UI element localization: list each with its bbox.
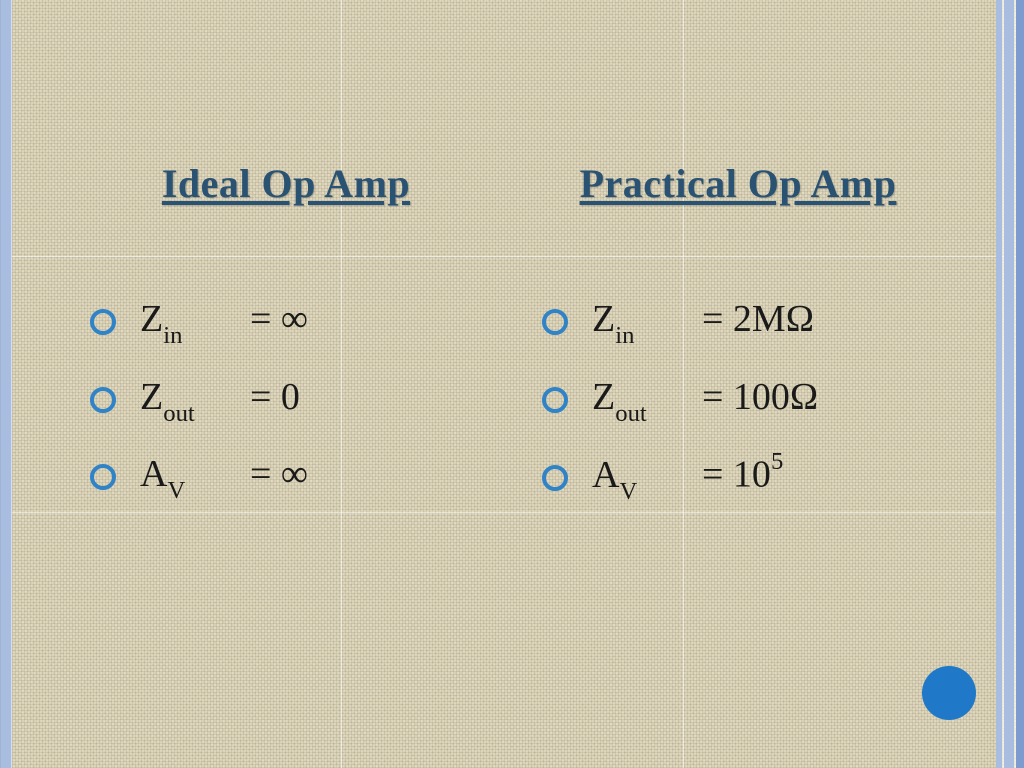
value: = ∞ xyxy=(250,297,308,341)
symbol-base: Z xyxy=(140,376,163,418)
column-ideal: Ideal Op Amp Zin = ∞ Zout = 0 xyxy=(60,160,512,530)
value: = 2MΩ xyxy=(702,297,814,341)
symbol-base: Z xyxy=(592,298,615,340)
bullet-icon xyxy=(542,465,568,491)
symbol-sub: V xyxy=(167,477,185,504)
slide: Ideal Op Amp Zin = ∞ Zout = 0 xyxy=(0,0,1024,768)
left-accent-stripe xyxy=(0,0,12,768)
symbol-base: Z xyxy=(592,376,615,418)
symbol: Zin xyxy=(140,297,250,347)
value: = ∞ xyxy=(250,452,308,496)
symbol-sub: out xyxy=(615,400,647,427)
right-accent-stripe xyxy=(996,0,1024,768)
bullet-icon xyxy=(90,309,116,335)
symbol: Zout xyxy=(592,375,702,425)
symbol: Zout xyxy=(140,375,250,425)
list-item: AV = ∞ xyxy=(90,452,482,502)
symbol-sub: V xyxy=(619,478,637,505)
symbol-sub: in xyxy=(615,322,634,349)
symbol-sub: in xyxy=(163,322,182,349)
corner-dot-icon xyxy=(922,666,976,720)
symbol-base: A xyxy=(592,454,619,496)
bullet-icon xyxy=(90,387,116,413)
list-item: AV = 105 xyxy=(542,452,934,502)
list-item: Zout = 100Ω xyxy=(542,375,934,425)
symbol-sub: out xyxy=(163,400,195,427)
list-ideal: Zin = ∞ Zout = 0 AV = ∞ xyxy=(90,297,482,502)
symbol: AV xyxy=(140,452,250,502)
value: = 105 xyxy=(702,452,783,497)
symbol-base: A xyxy=(140,453,167,495)
value: = 100Ω xyxy=(702,375,818,419)
heading-practical: Practical Op Amp xyxy=(542,160,934,207)
symbol: AV xyxy=(592,453,702,503)
value: = 0 xyxy=(250,375,300,419)
value-sup: 5 xyxy=(771,448,783,475)
bullet-icon xyxy=(542,309,568,335)
list-item: Zin = ∞ xyxy=(90,297,482,347)
list-item: Zin = 2MΩ xyxy=(542,297,934,347)
symbol: Zin xyxy=(592,297,702,347)
heading-ideal: Ideal Op Amp xyxy=(90,160,482,207)
bullet-icon xyxy=(90,464,116,490)
value-base: = 10 xyxy=(702,454,771,496)
symbol-base: Z xyxy=(140,298,163,340)
bullet-icon xyxy=(542,387,568,413)
column-practical: Practical Op Amp Zin = 2MΩ Zout = 100Ω xyxy=(512,160,964,530)
list-practical: Zin = 2MΩ Zout = 100Ω AV xyxy=(542,297,934,502)
content-area: Ideal Op Amp Zin = ∞ Zout = 0 xyxy=(60,160,964,530)
list-item: Zout = 0 xyxy=(90,375,482,425)
